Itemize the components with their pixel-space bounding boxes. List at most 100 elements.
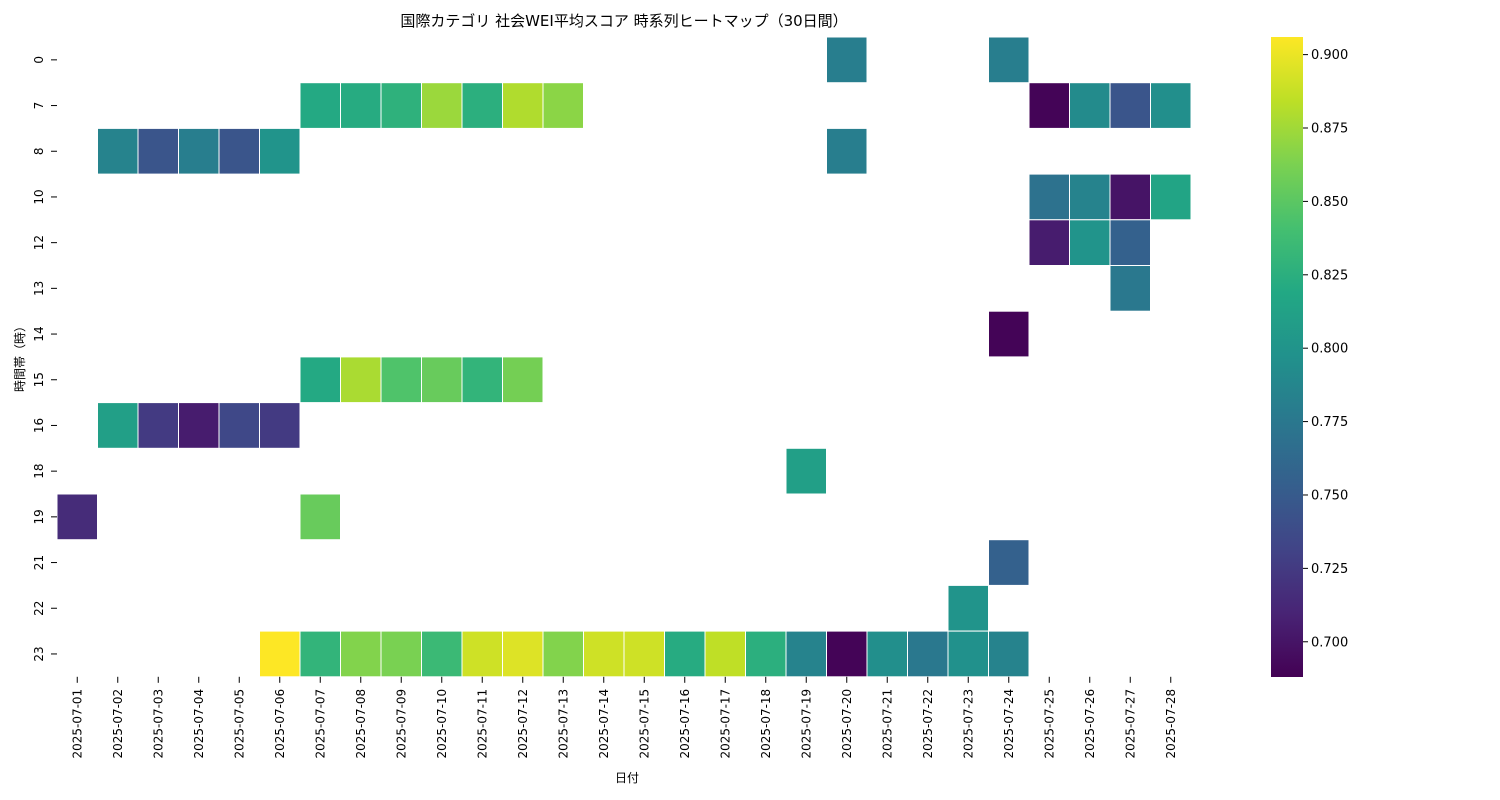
heatmap-cell	[380, 82, 422, 129]
x-tick-label: 2025-07-12	[516, 689, 530, 759]
heatmap-cell	[299, 493, 341, 541]
heatmap-cell	[664, 630, 706, 678]
colorbar-tick-label: 0.775	[1311, 415, 1348, 430]
heatmap-cell	[826, 127, 868, 175]
y-tick-label: 23	[32, 646, 46, 661]
heatmap-cell	[461, 630, 503, 678]
y-tick-label: 8	[32, 147, 46, 155]
x-axis-ticks: 2025-07-01 2025-07-02 2025-07-03 2025-07-04…	[70, 676, 1178, 759]
x-tick-label: 2025-07-14	[597, 689, 611, 759]
heatmap-cell	[907, 630, 949, 678]
y-tick-label: 16	[32, 418, 46, 433]
heatmap-cell	[502, 630, 544, 678]
heatmap-cell	[1028, 82, 1070, 129]
heatmap-cell	[178, 402, 220, 449]
colorbar-tick-label: 0.825	[1311, 268, 1348, 283]
heatmap-cell	[1069, 82, 1111, 129]
heatmap-cell	[542, 630, 584, 678]
heatmap-cell	[988, 36, 1030, 84]
heatmap-cell	[542, 82, 584, 129]
heatmap-cell	[947, 630, 989, 678]
y-tick-label: 7	[32, 102, 46, 110]
heatmap-cell	[299, 630, 341, 678]
x-tick-label: 2025-07-18	[759, 689, 773, 759]
x-tick-label: 2025-07-07	[313, 689, 327, 759]
x-tick-label: 2025-07-16	[678, 689, 692, 759]
heatmap-cells	[56, 36, 1192, 678]
x-axis-label: 日付	[615, 771, 639, 785]
x-tick-label: 2025-07-21	[880, 689, 894, 759]
heatmap-cell	[218, 402, 260, 449]
x-tick-label: 2025-07-27	[1123, 689, 1137, 759]
heatmap-cell	[137, 402, 179, 449]
x-tick-label: 2025-07-19	[799, 689, 813, 759]
heatmap-cell	[218, 127, 260, 175]
colorbar-tick-label: 0.750	[1311, 488, 1348, 503]
heatmap-cell	[502, 356, 544, 404]
heatmap-cell	[623, 630, 665, 678]
heatmap-cell	[380, 630, 422, 678]
x-tick-label: 2025-07-24	[1002, 689, 1016, 759]
heatmap-cell	[745, 630, 787, 678]
x-tick-label: 2025-07-17	[718, 689, 732, 759]
colorbar	[1271, 37, 1303, 677]
heatmap-cell	[947, 584, 989, 632]
heatmap-cell	[56, 493, 98, 541]
heatmap-cell	[1109, 219, 1151, 267]
heatmap-cell	[380, 356, 422, 404]
heatmap-cell	[1109, 265, 1151, 312]
y-tick-label: 10	[32, 189, 46, 204]
x-tick-label: 2025-07-25	[1042, 689, 1056, 759]
y-axis-ticks: 0 7 8 10 12 13 14 15 16 18 19 21 22 23	[32, 56, 57, 662]
heatmap-cell	[461, 82, 503, 129]
y-tick-label: 12	[32, 235, 46, 250]
y-tick-label: 0	[32, 56, 46, 64]
x-tick-label: 2025-07-15	[637, 689, 651, 759]
heatmap-cell	[704, 630, 746, 678]
colorbar-tick-label: 0.725	[1311, 562, 1348, 577]
x-tick-label: 2025-07-10	[435, 689, 449, 759]
heatmap-cell	[340, 630, 382, 678]
heatmap-cell	[421, 82, 463, 129]
y-tick-label: 18	[32, 464, 46, 479]
heatmap-cell	[988, 310, 1030, 358]
colorbar-tick-label: 0.850	[1311, 195, 1348, 210]
heatmap-cell	[299, 82, 341, 129]
heatmap-cell	[259, 402, 301, 449]
heatmap-cell	[826, 36, 868, 84]
colorbar-tick-label: 0.700	[1311, 635, 1348, 650]
heatmap-cell	[421, 356, 463, 404]
x-tick-label: 2025-07-09	[394, 689, 408, 759]
heatmap-cell	[97, 402, 139, 449]
y-axis-label: 時間帯（時）	[13, 320, 27, 392]
heatmap-cell	[259, 127, 301, 175]
heatmap-cell	[988, 539, 1030, 586]
heatmap-cell	[340, 82, 382, 129]
heatmap-cell	[1028, 173, 1070, 221]
heatmap-cell	[137, 127, 179, 175]
heatmap-cell	[421, 630, 463, 678]
x-tick-label: 2025-07-22	[921, 689, 935, 759]
y-tick-label: 13	[32, 281, 46, 296]
heatmap-cell	[299, 356, 341, 404]
heatmap-cell	[785, 630, 827, 678]
heatmap-cell	[461, 356, 503, 404]
heatmap-cell	[826, 630, 868, 678]
heatmap-cell	[1150, 173, 1192, 221]
heatmap-cell	[1150, 82, 1192, 129]
x-tick-label: 2025-07-06	[273, 689, 287, 759]
y-tick-label: 15	[32, 372, 46, 387]
colorbar-tick-label: 0.900	[1311, 48, 1348, 63]
heatmap-cell	[178, 127, 220, 175]
heatmap-cell	[866, 630, 908, 678]
x-tick-label: 2025-07-13	[556, 689, 570, 759]
heatmap-cell	[340, 356, 382, 404]
heatmap-cell	[785, 447, 827, 495]
heatmap-cell	[1069, 219, 1111, 267]
colorbar-tick-label: 0.800	[1311, 342, 1348, 357]
x-tick-label: 2025-07-01	[70, 689, 84, 759]
heatmap-cell	[1109, 173, 1151, 221]
y-tick-label: 22	[32, 601, 46, 616]
x-tick-label: 2025-07-23	[961, 689, 975, 759]
